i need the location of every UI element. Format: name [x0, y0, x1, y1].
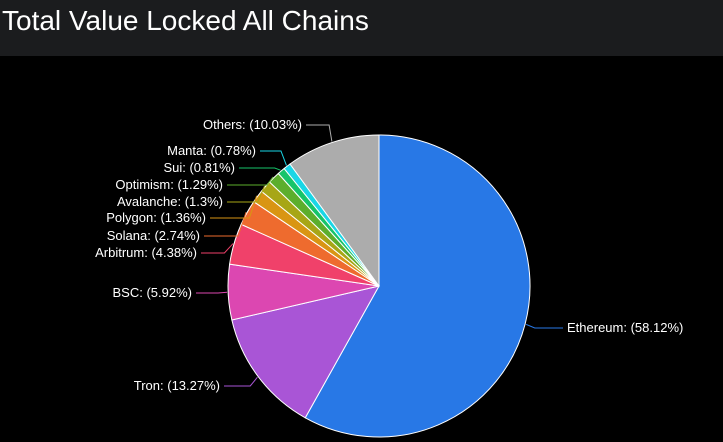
pie-slice-others[interactable]	[289, 134, 380, 288]
leader-line-sui	[239, 167, 281, 171]
leader-line-tron	[224, 376, 258, 387]
leader-line-bsc	[196, 291, 228, 294]
slice-label-arbitrum: Arbitrum: (4.38%)	[95, 245, 197, 260]
leader-line-others	[306, 124, 333, 142]
leader-line-arbitrum	[201, 243, 234, 254]
pie-slice-ethereum[interactable]	[304, 134, 531, 438]
slice-label-polygon: Polygon: (1.36%)	[106, 210, 206, 225]
leader-line-manta	[260, 150, 287, 166]
slice-label-others: Others: (10.03%)	[203, 117, 302, 132]
title-bar: Total Value Locked All Chains	[0, 0, 723, 56]
slice-label-tron: Tron: (13.27%)	[134, 378, 220, 393]
slice-label-optimism: Optimism: (1.29%)	[115, 177, 223, 192]
leader-line-solana	[204, 212, 247, 237]
leader-line-optimism	[227, 176, 274, 186]
chart-title: Total Value Locked All Chains	[2, 5, 369, 36]
slice-label-ethereum: Ethereum: (58.12%)	[567, 320, 683, 335]
leader-line-polygon	[210, 195, 258, 219]
slice-label-solana: Solana: (2.74%)	[107, 228, 200, 243]
slice-label-avalanche: Avalanche: (1.3%)	[117, 194, 223, 209]
pie-slice-tron[interactable]	[231, 285, 380, 419]
leader-line-ethereum	[525, 323, 563, 329]
slice-label-sui: Sui: (0.81%)	[163, 160, 235, 175]
slice-label-bsc: BSC: (5.92%)	[113, 285, 192, 300]
slice-label-manta: Manta: (0.78%)	[167, 143, 256, 158]
leader-line-avalanche	[227, 185, 266, 203]
